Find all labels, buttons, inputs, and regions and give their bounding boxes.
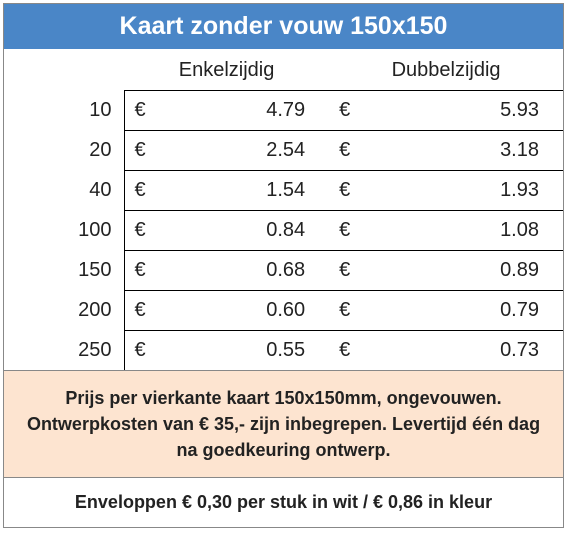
price-value: 1.93 [500, 179, 539, 202]
price-value: 4.79 [266, 99, 305, 122]
price-value: 0.84 [266, 219, 305, 242]
currency-symbol: € [135, 99, 146, 122]
price-value: 3.18 [500, 139, 539, 162]
qty-cell: 250 [4, 331, 124, 371]
qty-cell: 200 [4, 291, 124, 331]
price-value: 0.79 [500, 299, 539, 322]
table-row: 150 €0.68 €0.89 [4, 251, 563, 291]
currency-symbol: € [135, 219, 146, 242]
single-price-cell: €0.60 [124, 291, 329, 331]
table-row: 250 €0.55 €0.73 [4, 331, 563, 371]
double-price-cell: €3.18 [329, 131, 563, 171]
header-row: Enkelzijdig Dubbelzijdig [4, 49, 563, 91]
double-price-cell: €0.73 [329, 331, 563, 371]
currency-symbol: € [339, 139, 350, 162]
qty-cell: 150 [4, 251, 124, 291]
single-price-cell: €0.68 [124, 251, 329, 291]
double-price-cell: €5.93 [329, 91, 563, 131]
price-value: 1.54 [266, 179, 305, 202]
currency-symbol: € [135, 339, 146, 362]
single-price-cell: €0.55 [124, 331, 329, 371]
double-price-cell: €1.08 [329, 211, 563, 251]
qty-cell: 100 [4, 211, 124, 251]
double-price-cell: €0.79 [329, 291, 563, 331]
header-qty [4, 49, 124, 91]
card-title: Kaart zonder vouw 150x150 [4, 4, 563, 49]
currency-symbol: € [339, 259, 350, 282]
single-price-cell: €4.79 [124, 91, 329, 131]
single-price-cell: €0.84 [124, 211, 329, 251]
price-value: 2.54 [266, 139, 305, 162]
currency-symbol: € [135, 179, 146, 202]
currency-symbol: € [339, 179, 350, 202]
qty-cell: 20 [4, 131, 124, 171]
price-table: Enkelzijdig Dubbelzijdig 10 €4.79 €5.93 … [4, 49, 563, 370]
envelope-note: Enveloppen € 0,30 per stuk in wit / € 0,… [4, 477, 563, 527]
currency-symbol: € [135, 259, 146, 282]
currency-symbol: € [339, 299, 350, 322]
currency-symbol: € [135, 299, 146, 322]
price-value: 0.73 [500, 339, 539, 362]
table-row: 200 €0.60 €0.79 [4, 291, 563, 331]
qty-cell: 10 [4, 91, 124, 131]
table-row: 10 €4.79 €5.93 [4, 91, 563, 131]
price-table-body: 10 €4.79 €5.93 20 €2.54 €3.18 40 €1.54 €… [4, 91, 563, 371]
price-value: 0.60 [266, 299, 305, 322]
currency-symbol: € [339, 219, 350, 242]
price-value: 0.68 [266, 259, 305, 282]
table-row: 100 €0.84 €1.08 [4, 211, 563, 251]
price-value: 0.55 [266, 339, 305, 362]
currency-symbol: € [135, 139, 146, 162]
single-price-cell: €1.54 [124, 171, 329, 211]
qty-cell: 40 [4, 171, 124, 211]
pricing-card: Kaart zonder vouw 150x150 Enkelzijdig Du… [3, 3, 564, 528]
table-row: 20 €2.54 €3.18 [4, 131, 563, 171]
double-price-cell: €0.89 [329, 251, 563, 291]
price-value: 1.08 [500, 219, 539, 242]
double-price-cell: €1.93 [329, 171, 563, 211]
table-row: 40 €1.54 €1.93 [4, 171, 563, 211]
header-single: Enkelzijdig [124, 49, 329, 91]
single-price-cell: €2.54 [124, 131, 329, 171]
price-value: 5.93 [500, 99, 539, 122]
currency-symbol: € [339, 99, 350, 122]
currency-symbol: € [339, 339, 350, 362]
header-double: Dubbelzijdig [329, 49, 563, 91]
description-box: Prijs per vierkante kaart 150x150mm, ong… [4, 370, 563, 477]
price-value: 0.89 [500, 259, 539, 282]
